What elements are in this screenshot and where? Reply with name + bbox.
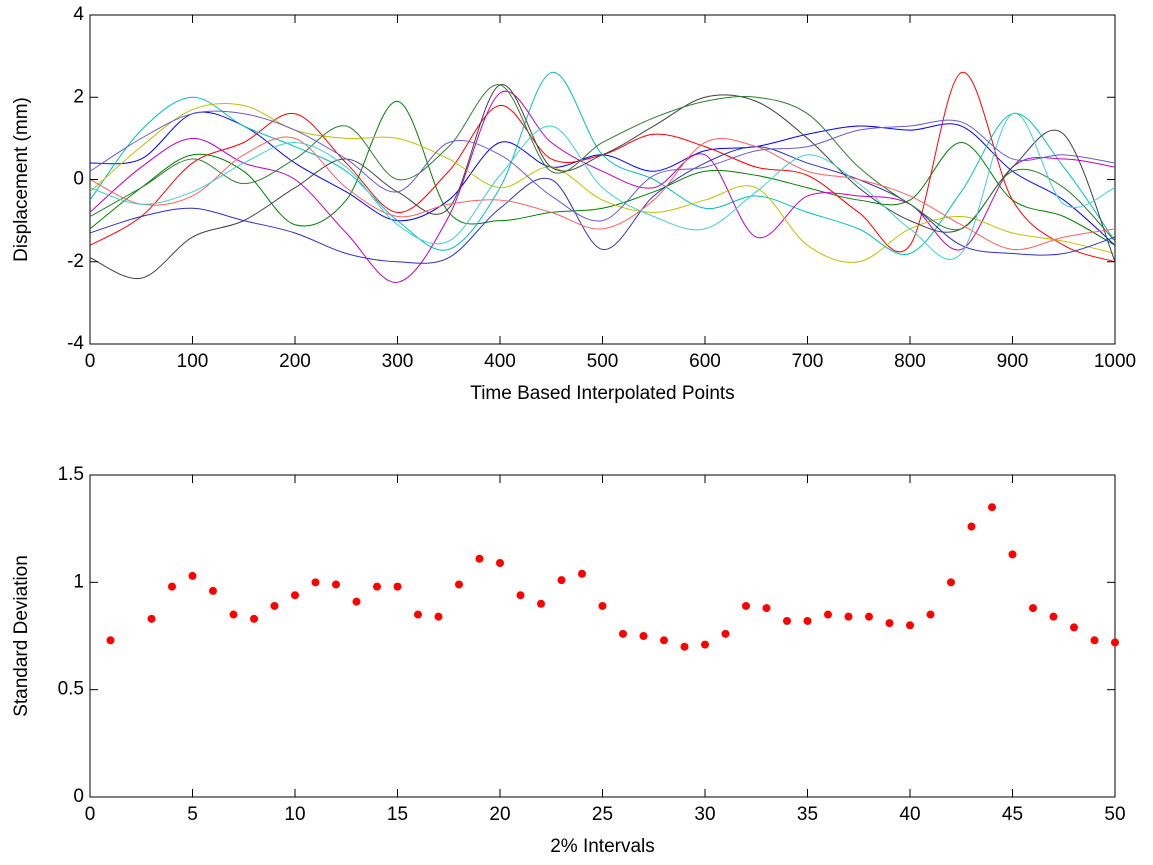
x-tick-label: 25 — [592, 804, 613, 825]
y-tick-label: 0.5 — [58, 679, 84, 700]
y-axis-label: Standard Deviation — [11, 555, 32, 717]
data-point — [516, 591, 525, 600]
data-point — [496, 559, 504, 568]
y-axis-label: Displacement (mm) — [11, 97, 32, 262]
x-tick-label: 5 — [187, 804, 198, 825]
data-point — [844, 612, 853, 621]
data-point — [1049, 612, 1058, 621]
x-tick-label: 1000 — [1094, 351, 1136, 372]
data-point — [250, 614, 258, 623]
data-point — [414, 610, 422, 619]
data-point — [967, 522, 976, 531]
data-point — [393, 582, 402, 591]
x-tick-label: 300 — [382, 351, 414, 372]
data-point — [1111, 638, 1119, 647]
data-point — [1090, 636, 1099, 645]
data-line — [89, 110, 1116, 222]
x-tick-label: 50 — [1104, 804, 1125, 825]
x-tick-label: 600 — [689, 351, 721, 372]
x-tick-label: 40 — [899, 804, 920, 825]
y-tick-label: -4 — [67, 333, 84, 354]
data-point — [742, 601, 750, 610]
data-point — [1029, 604, 1037, 613]
y-tick-label: 1 — [73, 571, 84, 592]
data-line — [89, 100, 1116, 246]
data-point — [332, 580, 340, 589]
data-point — [434, 612, 443, 621]
plot-area — [89, 14, 1116, 345]
data-point — [926, 610, 935, 619]
x-tick-label: 200 — [279, 351, 311, 372]
data-point — [680, 642, 689, 651]
data-point — [598, 601, 607, 610]
data-point — [783, 616, 791, 625]
data-point — [803, 616, 812, 625]
data-point — [1070, 623, 1078, 632]
data-point — [947, 578, 955, 587]
data-point — [660, 636, 668, 645]
x-tick-label: 900 — [997, 351, 1029, 372]
x-axis-label: Time Based Interpolated Points — [470, 383, 734, 404]
data-point — [106, 636, 115, 645]
y-tick-label: 1.5 — [58, 464, 84, 485]
x-tick-label: 500 — [587, 351, 619, 372]
data-point — [455, 580, 463, 589]
data-point — [475, 554, 484, 563]
x-tick-label: 45 — [1002, 804, 1023, 825]
x-tick-label: 10 — [284, 804, 305, 825]
data-line — [89, 136, 1116, 251]
data-point — [906, 621, 914, 630]
x-tick-label: 0 — [85, 351, 96, 372]
x-tick-label: 100 — [177, 351, 209, 372]
y-tick-label: 4 — [73, 4, 84, 25]
data-point — [619, 629, 627, 638]
data-point — [639, 632, 648, 640]
data-point — [209, 586, 217, 595]
data-point — [578, 569, 586, 578]
x-tick-label: 20 — [489, 804, 510, 825]
plot-area — [89, 474, 1116, 798]
data-point — [824, 610, 832, 619]
data-point — [865, 612, 873, 621]
data-point — [721, 629, 730, 638]
data-point — [373, 582, 381, 591]
data-point — [311, 578, 320, 587]
data-point — [188, 571, 197, 580]
y-tick-label: -2 — [67, 251, 84, 272]
data-point — [762, 604, 771, 613]
x-tick-label: 800 — [894, 351, 926, 372]
y-tick-label: 2 — [73, 86, 84, 107]
data-point — [147, 614, 156, 623]
x-tick-label: 15 — [387, 804, 408, 825]
data-point — [229, 610, 238, 619]
data-line — [89, 84, 1116, 242]
data-point — [168, 582, 176, 591]
y-tick-label: 0 — [73, 786, 84, 807]
x-tick-label: 35 — [797, 804, 818, 825]
data-line — [89, 72, 1116, 256]
data-line — [89, 146, 1116, 264]
data-line — [89, 84, 1116, 279]
data-point — [1008, 550, 1017, 559]
y-tick-label: 0 — [73, 169, 84, 190]
data-point — [291, 591, 299, 600]
data-point — [557, 576, 566, 585]
data-line — [89, 102, 1116, 263]
x-tick-label: 30 — [694, 804, 715, 825]
x-tick-label: 700 — [792, 351, 824, 372]
x-axis-label: 2% Intervals — [550, 836, 655, 857]
data-point — [885, 619, 894, 628]
data-point — [352, 597, 361, 606]
data-point — [988, 503, 996, 512]
x-tick-label: 400 — [484, 351, 516, 372]
data-point — [537, 599, 545, 608]
data-point — [270, 601, 279, 610]
x-tick-label: 0 — [85, 804, 96, 825]
data-point — [701, 640, 709, 649]
